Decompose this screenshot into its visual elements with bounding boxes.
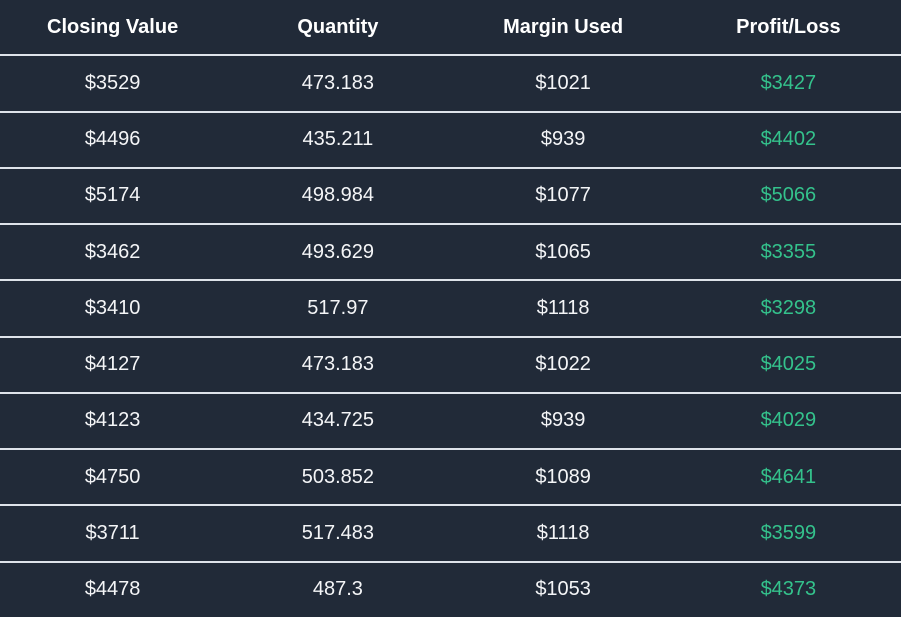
cell-margin-used: $1118	[536, 522, 590, 545]
cell-profit-loss: $3427	[760, 71, 817, 94]
cell-profit-loss: $4025	[760, 353, 817, 376]
cell-quantity: 434.725	[301, 409, 375, 432]
column-header-quantity: Quantity	[297, 15, 379, 38]
cell-margin-used: $1077	[535, 184, 591, 207]
cell-profit-loss: $4402	[760, 128, 817, 151]
cell-closing-value: $4478	[84, 578, 141, 601]
cell-quantity: 517.97	[307, 296, 369, 319]
cell-margin-used: $1118	[536, 296, 590, 319]
table-header-row: Closing Value Quantity Margin Used Profi…	[0, 0, 901, 57]
cell-profit-loss: $3298	[760, 296, 817, 319]
cell-quantity: 493.629	[301, 240, 375, 263]
cell-profit-loss: $4641	[760, 465, 817, 488]
cell-profit-loss: $3355	[760, 240, 817, 263]
cell-closing-value: $4496	[84, 128, 141, 151]
cell-closing-value: $4750	[84, 465, 141, 488]
cell-margin-used: $1053	[535, 578, 591, 601]
table-row: $3462 493.629 $1065 $3355	[0, 225, 901, 282]
cell-quantity: 498.984	[301, 184, 375, 207]
cell-closing-value: $3462	[84, 240, 141, 263]
table-row: $3711 517.483 $1118 $3599	[0, 506, 901, 563]
table-row: $5174 498.984 $1077 $5066	[0, 169, 901, 226]
cell-profit-loss: $5066	[760, 184, 817, 207]
column-header-profit-loss: Profit/Loss	[736, 15, 841, 38]
table-row: $4496 435.211 $939 $4402	[0, 113, 901, 169]
cell-closing-value: $4123	[84, 409, 141, 432]
table-row: $3529 473.183 $1021 $3427	[0, 56, 901, 113]
cell-closing-value: $5174	[84, 184, 141, 207]
cell-quantity: 503.852	[301, 465, 375, 488]
cell-margin-used: $1021	[535, 71, 591, 94]
cell-margin-used: $939	[540, 128, 586, 151]
cell-quantity: 487.3	[312, 578, 363, 601]
cell-closing-value: $3529	[84, 71, 141, 94]
table-row: $4750 503.852 $1089 $4641	[0, 450, 901, 507]
column-header-margin-used: Margin Used	[503, 15, 624, 38]
cell-margin-used: $1022	[535, 353, 591, 376]
cell-quantity: 473.183	[301, 71, 375, 94]
table-row: $3410 517.97 $1118 $3298	[0, 281, 901, 338]
cell-profit-loss: $3599	[760, 522, 817, 545]
cell-quantity: 473.183	[301, 353, 375, 376]
cell-profit-loss: $4029	[760, 409, 817, 432]
cell-quantity: 517.483	[301, 522, 375, 545]
column-header-closing-value: Closing Value	[47, 15, 179, 38]
cell-margin-used: $939	[540, 409, 586, 432]
cell-closing-value: $3711	[85, 522, 140, 545]
table-row: $4127 473.183 $1022 $4025	[0, 338, 901, 394]
table-row: $4123 434.725 $939 $4029	[0, 394, 901, 451]
cell-closing-value: $3410	[84, 296, 141, 319]
cell-margin-used: $1089	[535, 465, 591, 488]
table-row: $4478 487.3 $1053 $4373	[0, 563, 901, 617]
cell-quantity: 435.211	[302, 128, 374, 151]
cell-margin-used: $1065	[535, 240, 591, 263]
cell-closing-value: $4127	[84, 353, 141, 376]
cell-profit-loss: $4373	[760, 578, 817, 601]
